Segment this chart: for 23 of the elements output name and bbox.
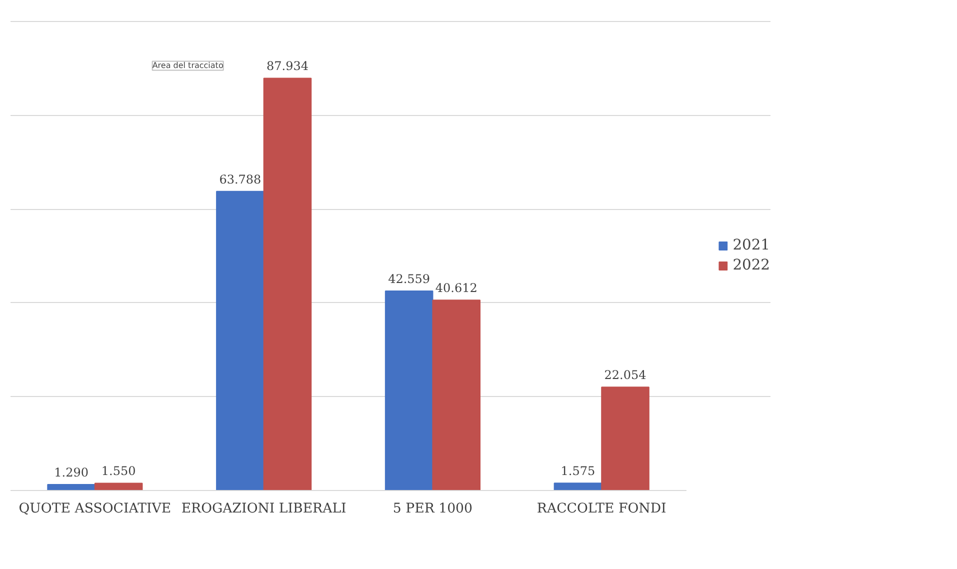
data-label: 1.550 [101, 464, 136, 478]
data-label: 87.934 [266, 59, 309, 74]
bar [94, 482, 143, 490]
x-tick-label: 5 PER 1000 [392, 502, 473, 516]
bar [263, 78, 312, 490]
legend-label: 2022 [732, 256, 770, 274]
x-tick-label: QUOTE ASSOCIATIVE [18, 502, 172, 516]
data-label: 42.559 [388, 272, 430, 286]
bar [432, 300, 481, 490]
data-label: 1.575 [560, 464, 596, 478]
bar [384, 290, 434, 490]
legend-label: 2021 [732, 236, 770, 254]
x-tick-label: EROGAZIONI LIBERALI [181, 502, 346, 516]
bar [47, 484, 96, 490]
bar [216, 190, 264, 490]
bar [601, 386, 650, 490]
data-label: 1.290 [54, 465, 88, 480]
data-label: 63.788 [219, 172, 262, 186]
text: Area del tracciato [152, 61, 224, 70]
x-tick-label: RACCOLTE FONDI [536, 502, 666, 516]
data-label: 40.612 [435, 281, 478, 296]
data-label: 22.054 [604, 368, 647, 382]
bar [554, 482, 602, 490]
